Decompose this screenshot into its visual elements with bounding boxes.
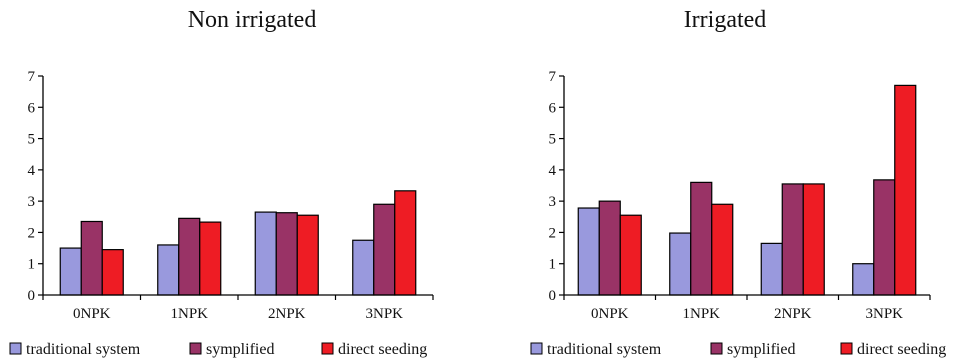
legend-label: symplified [727, 341, 795, 358]
y-tick-label: 7 [28, 69, 36, 85]
y-tick-label: 4 [549, 163, 557, 179]
x-category-label: 1NPK [170, 306, 208, 322]
y-tick-label: 3 [549, 194, 557, 210]
bar-direct-seeding-3NPK [894, 84, 917, 296]
bar-direct-seeding-1NPK [711, 203, 734, 296]
bar-traditional-system-2NPK [760, 242, 783, 296]
legend-swatch-symplified [189, 342, 202, 355]
y-tick-label: 2 [549, 225, 557, 241]
legend-swatch-traditional-system [530, 342, 543, 355]
legend-label: traditional system [26, 341, 141, 358]
x-category-label: 2NPK [774, 306, 812, 322]
y-tick-label: 6 [549, 100, 557, 116]
bar-direct-seeding-2NPK [802, 183, 825, 296]
y-tick-label: 1 [549, 257, 557, 273]
bar-symplified-3NPK [873, 179, 896, 296]
legend-label: direct seeding [338, 341, 427, 358]
bar-symplified-0NPK [80, 220, 103, 296]
y-tick-label: 5 [28, 132, 36, 148]
x-category-label: 3NPK [865, 306, 903, 322]
bar-symplified-1NPK [690, 181, 713, 296]
bar-symplified-2NPK [781, 183, 804, 296]
legend-label: traditional system [547, 341, 662, 358]
bar-direct-seeding-0NPK [101, 249, 124, 296]
bar-symplified-0NPK [598, 200, 621, 296]
legend-label: direct seeding [857, 341, 946, 358]
bar-traditional-system-1NPK [669, 232, 692, 296]
bar-symplified-3NPK [373, 203, 396, 296]
y-tick-label: 0 [549, 288, 557, 304]
x-category-label: 1NPK [682, 306, 720, 322]
y-tick-label: 2 [28, 225, 36, 241]
y-tick-label: 7 [549, 69, 557, 85]
y-tick-label: 3 [28, 194, 36, 210]
legend-swatch-direct-seeding [321, 342, 334, 355]
y-tick-label: 0 [28, 288, 36, 304]
chart-title: Irrigated [684, 7, 767, 33]
chart-title: Non irrigated [188, 7, 317, 33]
y-tick-label: 1 [28, 257, 36, 273]
bar-symplified-2NPK [275, 212, 298, 296]
x-category-label: 3NPK [365, 306, 403, 322]
y-tick-label: 6 [28, 100, 36, 116]
bar-symplified-1NPK [178, 217, 201, 296]
y-tick-label: 5 [549, 132, 557, 148]
bar-direct-seeding-2NPK [296, 214, 319, 296]
bar-direct-seeding-0NPK [619, 214, 642, 296]
x-category-label: 0NPK [591, 306, 629, 322]
bar-traditional-system-3NPK [852, 263, 875, 296]
bar-traditional-system-0NPK [59, 247, 82, 296]
bar-traditional-system-2NPK [254, 211, 277, 296]
bar-traditional-system-1NPK [157, 244, 180, 296]
legend-swatch-symplified [710, 342, 723, 355]
x-category-label: 0NPK [73, 306, 111, 322]
y-tick-label: 4 [28, 163, 36, 179]
legend-swatch-traditional-system [9, 342, 22, 355]
bar-traditional-system-3NPK [352, 239, 375, 296]
bar-direct-seeding-1NPK [199, 221, 222, 296]
legend-label: symplified [206, 341, 274, 358]
legend-swatch-direct-seeding [840, 342, 853, 355]
x-category-label: 2NPK [268, 306, 306, 322]
bar-traditional-system-0NPK [577, 207, 600, 296]
bar-direct-seeding-3NPK [394, 190, 417, 296]
